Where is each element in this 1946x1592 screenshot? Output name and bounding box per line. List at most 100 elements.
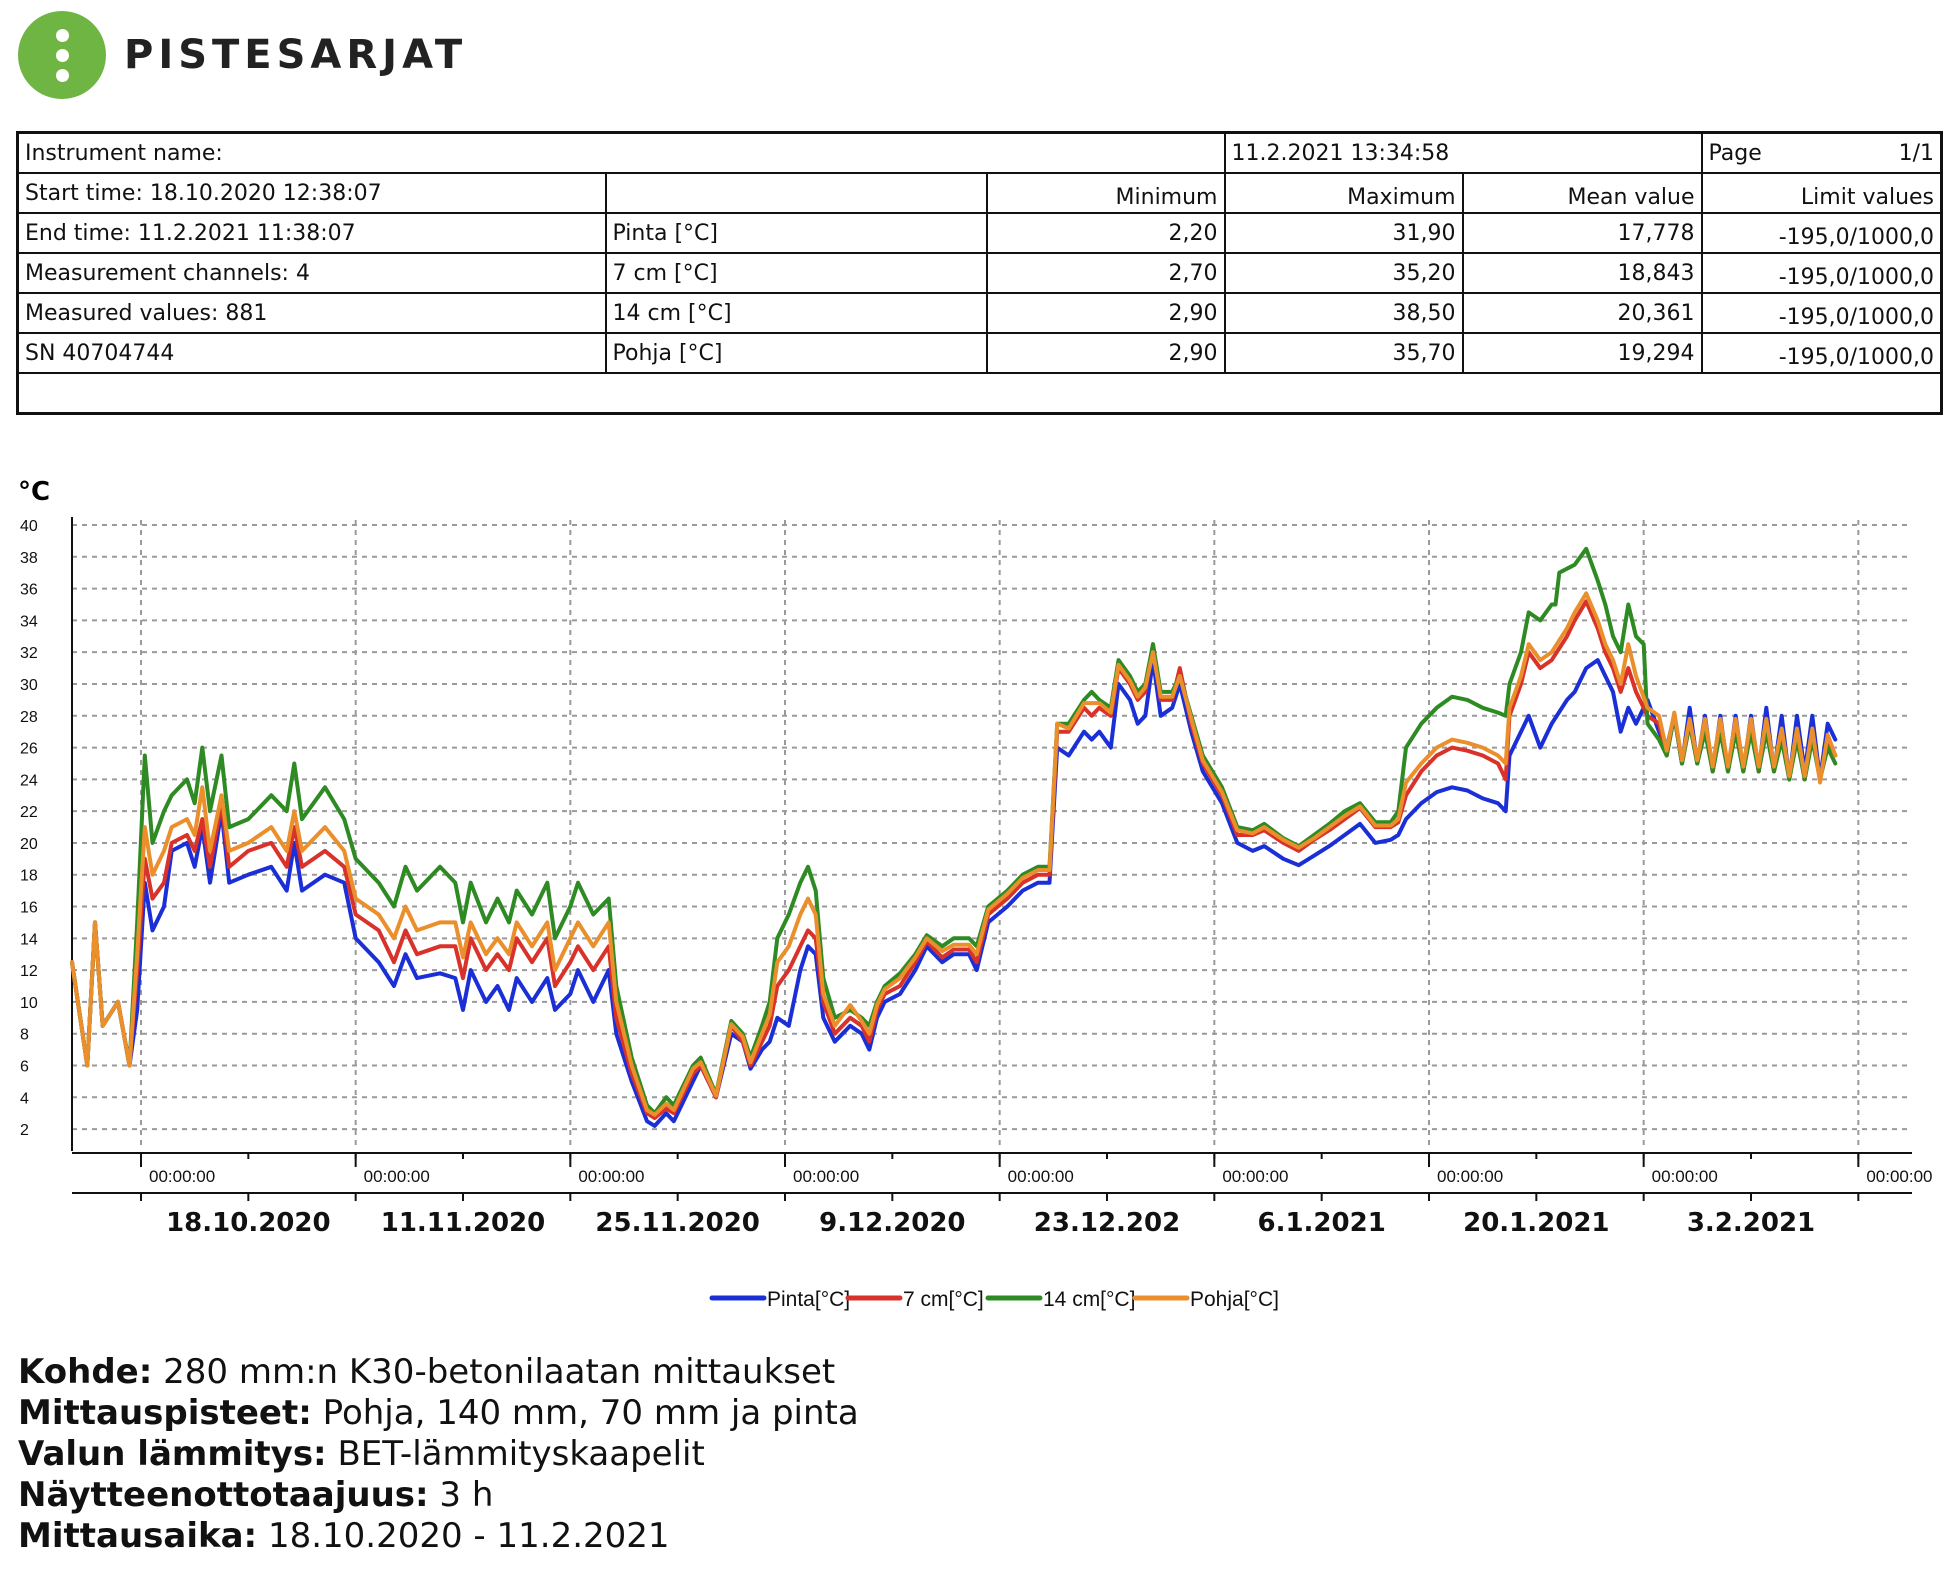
channel-min: 2,90 bbox=[985, 292, 1226, 334]
x-date-label: 18.10.2020 bbox=[166, 1208, 330, 1238]
channel-header-blank bbox=[604, 172, 988, 214]
channel-name: 7 cm [°C] bbox=[604, 252, 988, 294]
x-date-label: 9.12.2020 bbox=[819, 1208, 965, 1238]
channel-max: 31,90 bbox=[1223, 212, 1464, 254]
note-label: Näytteenottotaajuus: bbox=[18, 1475, 429, 1515]
x-time-label: 00:00:00 bbox=[1866, 1167, 1932, 1186]
channel-name: 14 cm [°C] bbox=[604, 292, 988, 334]
x-time-label: 00:00:00 bbox=[578, 1167, 644, 1186]
note-value: BET-lämmityskaapelit bbox=[337, 1434, 705, 1474]
note-line: Näytteenottotaajuus: 3 h bbox=[18, 1475, 859, 1516]
logo-dots-icon bbox=[18, 11, 106, 99]
x-date-label: 3.2.2021 bbox=[1687, 1208, 1815, 1238]
page-value: 1/1 bbox=[1898, 140, 1935, 166]
x-date-label: 25.11.2020 bbox=[595, 1208, 759, 1238]
y-tick-label: 30 bbox=[20, 677, 38, 694]
end-time: End time: 11.2.2021 11:38:07 bbox=[16, 212, 607, 254]
table-row: Measured values: 881 14 cm [°C] 2,90 38,… bbox=[16, 292, 1943, 334]
measurement-channels: Measurement channels: 4 bbox=[16, 252, 607, 294]
y-tick-label: 20 bbox=[20, 836, 38, 853]
note-line: Mittausaika: 18.10.2020 - 11.2.2021 bbox=[18, 1516, 859, 1557]
brand-logo: PISTESARJAT bbox=[18, 10, 467, 100]
start-time: Start time: 18.10.2020 12:38:07 bbox=[16, 172, 607, 214]
y-tick-label: 40 bbox=[20, 518, 38, 535]
y-tick-label: 38 bbox=[20, 550, 38, 567]
y-tick-label: 36 bbox=[20, 582, 38, 599]
channel-mean: 18,843 bbox=[1461, 252, 1703, 294]
channel-limits: -195,0/1000,0 bbox=[1700, 292, 1943, 334]
channel-min: 2,20 bbox=[985, 212, 1226, 254]
note-value: 18.10.2020 - 11.2.2021 bbox=[267, 1516, 670, 1556]
brand-name: PISTESARJAT bbox=[124, 32, 468, 78]
x-axis: 00:00:00 00:00:00 00:00:00 00:00:00 00:00:00… bbox=[72, 1152, 1933, 1238]
header-limits: Limit values bbox=[1700, 172, 1943, 214]
x-time-label: 00:00:00 bbox=[793, 1167, 859, 1186]
note-line: Kohde: 280 mm:n K30-betonilaatan mittauk… bbox=[18, 1352, 859, 1393]
serial-number: SN 40704744 bbox=[16, 332, 607, 374]
x-date-label: 6.1.2021 bbox=[1258, 1208, 1386, 1238]
header-minimum: Minimum bbox=[985, 172, 1226, 214]
y-tick-label: 32 bbox=[20, 645, 38, 662]
note-value: 280 mm:n K30-betonilaatan mittaukset bbox=[163, 1352, 836, 1392]
y-tick-label: 22 bbox=[20, 804, 38, 821]
y-tick-label: 34 bbox=[20, 613, 38, 630]
instrument-info-table: Instrument name: 11.2.2021 13:34:58 Page… bbox=[16, 131, 1944, 415]
empty-row bbox=[16, 372, 1943, 415]
y-tick-label: 8 bbox=[20, 1027, 29, 1044]
note-value: Pohja, 140 mm, 70 mm ja pinta bbox=[322, 1393, 859, 1433]
header-mean: Mean value bbox=[1461, 172, 1703, 214]
x-date-label: 20.1.2021 bbox=[1463, 1208, 1609, 1238]
channel-max: 35,20 bbox=[1223, 252, 1464, 294]
page-label: Page bbox=[1708, 140, 1762, 166]
channel-mean: 20,361 bbox=[1461, 292, 1703, 334]
note-label: Mittausaika: bbox=[18, 1516, 258, 1556]
channel-name: Pohja [°C] bbox=[604, 332, 988, 374]
header-maximum: Maximum bbox=[1223, 172, 1464, 214]
channel-limits: -195,0/1000,0 bbox=[1700, 332, 1943, 374]
y-tick-label: 16 bbox=[20, 900, 38, 917]
y-tick-label: 28 bbox=[20, 709, 38, 726]
printed-timestamp: 11.2.2021 13:34:58 bbox=[1223, 131, 1703, 174]
note-value: 3 h bbox=[439, 1475, 494, 1515]
note-label: Kohde: bbox=[18, 1352, 153, 1392]
note-label: Valun lämmitys: bbox=[18, 1434, 327, 1474]
channel-limits: -195,0/1000,0 bbox=[1700, 212, 1943, 254]
series-line bbox=[70, 591, 1838, 1117]
channel-limits: -195,0/1000,0 bbox=[1700, 252, 1943, 294]
x-time-label: 00:00:00 bbox=[364, 1167, 430, 1186]
y-tick-label: 10 bbox=[20, 995, 38, 1012]
channel-mean: 17,778 bbox=[1461, 212, 1703, 254]
x-time-label: 00:00:00 bbox=[149, 1167, 215, 1186]
y-tick-label: 12 bbox=[20, 963, 38, 980]
channel-max: 38,50 bbox=[1223, 292, 1464, 334]
legend-label: Pinta[°C] bbox=[767, 1288, 850, 1311]
series-line bbox=[70, 599, 1838, 1120]
y-tick-label: 18 bbox=[20, 868, 38, 885]
y-tick-label: 24 bbox=[20, 772, 38, 789]
y-tick-label: 26 bbox=[20, 741, 38, 758]
legend-label: Pohja[°C] bbox=[1190, 1288, 1279, 1311]
legend-label: 7 cm[°C] bbox=[903, 1288, 984, 1311]
measurement-notes: Kohde: 280 mm:n K30-betonilaatan mittauk… bbox=[18, 1352, 859, 1557]
channel-max: 35,70 bbox=[1223, 332, 1464, 374]
instrument-name-label: Instrument name: bbox=[16, 131, 1226, 174]
y-tick-label: 4 bbox=[20, 1090, 29, 1107]
legend-label: 14 cm[°C] bbox=[1043, 1288, 1135, 1311]
series-line bbox=[70, 546, 1838, 1116]
x-time-label: 00:00:00 bbox=[1652, 1167, 1718, 1186]
channel-min: 2,70 bbox=[985, 252, 1226, 294]
series-lines bbox=[70, 546, 1838, 1128]
series-line bbox=[70, 658, 1838, 1128]
y-axis-unit-label: °C bbox=[18, 477, 50, 507]
y-tick-label: 14 bbox=[20, 931, 38, 948]
note-line: Valun lämmitys: BET-lämmityskaapelit bbox=[18, 1434, 859, 1475]
y-tick-label: 6 bbox=[20, 1059, 29, 1076]
channel-min: 2,90 bbox=[985, 332, 1226, 374]
x-date-label: 11.11.2020 bbox=[381, 1208, 545, 1238]
channel-name: Pinta [°C] bbox=[604, 212, 988, 254]
table-row: End time: 11.2.2021 11:38:07 Pinta [°C] … bbox=[16, 212, 1943, 254]
channel-mean: 19,294 bbox=[1461, 332, 1703, 374]
x-time-label: 00:00:00 bbox=[1008, 1167, 1074, 1186]
temperature-line-chart: °C 246810121416182022242628303234363840 … bbox=[18, 477, 1933, 1311]
